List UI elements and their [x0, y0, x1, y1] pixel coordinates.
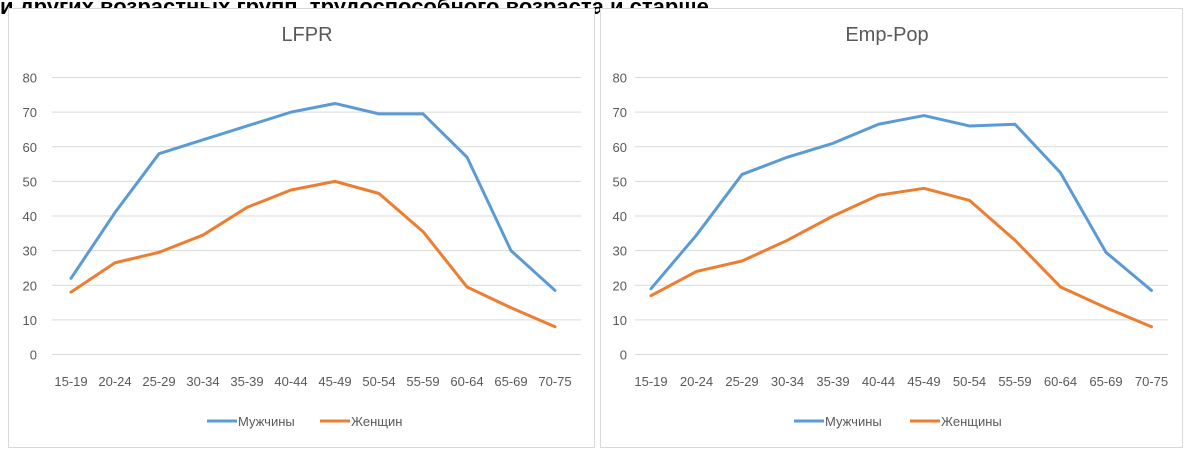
lfpr-x-tick-label: 40-44: [274, 374, 307, 389]
lfpr-x-tick-label: 70-75: [538, 374, 571, 389]
lfpr-x-tick-label: 45-49: [318, 374, 351, 389]
emp-pop-series-line-women: [649, 186, 1153, 329]
lfpr-series-line-men: [69, 101, 557, 292]
lfpr-chart-panel: LFPR 0 10 20 30 40 50 60 70 80 15-19 20-24 25-29 30-3…: [8, 8, 595, 448]
emp-pop-y-tick-label: 60: [613, 140, 627, 155]
emp-pop-x-tick-label: 20-24: [680, 374, 713, 389]
lfpr-y-tick-label: 10: [23, 313, 37, 328]
emp-pop-x-tick-label: 50-54: [953, 374, 986, 389]
emp-pop-x-tick-label: 65-69: [1089, 374, 1122, 389]
lfpr-y-tick-label: 20: [23, 278, 37, 293]
emp-pop-y-tick-label: 50: [613, 174, 627, 189]
emp-pop-y-tick-label: 10: [613, 313, 627, 328]
emp-pop-x-tick-label: 15-19: [634, 374, 667, 389]
lfpr-x-tick-label: 20-24: [98, 374, 131, 389]
emp-pop-x-tick-label: 30-34: [771, 374, 804, 389]
lfpr-x-tick-label: 35-39: [230, 374, 263, 389]
lfpr-y-tick-label: 80: [23, 71, 37, 86]
emp-pop-x-tick-label: 40-44: [862, 374, 895, 389]
lfpr-x-tick-label: 30-34: [186, 374, 219, 389]
emp-pop-y-tick-label: 70: [613, 105, 627, 120]
emp-pop-y-tick-label: 80: [613, 71, 627, 86]
lfpr-chart-title: LFPR: [281, 24, 332, 46]
emp-pop-y-tick-label: 30: [613, 244, 627, 259]
lfpr-y-tick-label: 30: [23, 244, 37, 259]
emp-pop-x-tick-label: 25-29: [725, 374, 758, 389]
lfpr-legend-label-men: Мужчины: [238, 414, 295, 429]
lfpr-y-tick-label: 70: [23, 105, 37, 120]
emp-pop-x-tick-label: 70-75: [1135, 374, 1168, 389]
lfpr-x-tick-label: 15-19: [54, 374, 87, 389]
emp-pop-x-tick-label: 35-39: [816, 374, 849, 389]
emp-pop-x-tick-label: 60-64: [1044, 374, 1077, 389]
emp-pop-series-line-men: [649, 114, 1153, 292]
emp-pop-x-tick-label: 45-49: [907, 374, 940, 389]
emp-pop-chart: Emp-Pop 0 10 20 30 40 50 60 70 80 15-19 20-24 25-29 3…: [613, 24, 1169, 429]
emp-pop-chart-title: Emp-Pop: [845, 24, 928, 46]
lfpr-x-tick-label: 25-29: [142, 374, 175, 389]
lfpr-y-tick-label: 50: [23, 174, 37, 189]
lfpr-series-line-women: [69, 179, 557, 329]
emp-pop-legend-label-women: Женщины: [941, 414, 1002, 429]
emp-pop-y-tick-label: 0: [620, 348, 627, 363]
lfpr-chart: LFPR 0 10 20 30 40 50 60 70 80 15-19 20-24 25-29 30-3…: [23, 24, 581, 429]
emp-pop-chart-panel: Emp-Pop 0 10 20 30 40 50 60 70 80 15-19 20-24 25-29 3…: [600, 8, 1183, 448]
emp-pop-x-tick-label: 55-59: [998, 374, 1031, 389]
lfpr-x-tick-label: 55-59: [406, 374, 439, 389]
lfpr-y-tick-label: 40: [23, 209, 37, 224]
lfpr-y-tick-label: 60: [23, 140, 37, 155]
emp-pop-y-tick-label: 40: [613, 209, 627, 224]
lfpr-y-tick-label: 0: [30, 348, 37, 363]
emp-pop-legend-label-men: Мужчины: [825, 414, 882, 429]
lfpr-x-tick-label: 50-54: [362, 374, 395, 389]
emp-pop-y-tick-label: 20: [613, 278, 627, 293]
lfpr-x-tick-label: 60-64: [450, 374, 483, 389]
lfpr-x-tick-label: 65-69: [494, 374, 527, 389]
lfpr-legend-label-women: Женщин: [351, 414, 402, 429]
